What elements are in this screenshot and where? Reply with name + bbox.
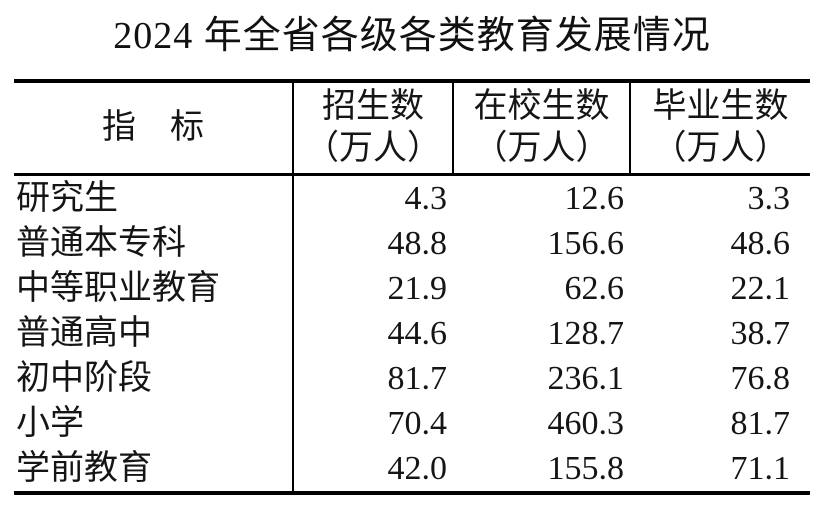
table-row: 研究生 4.3 12.6 3.3 [14, 174, 810, 221]
indicator-cell: 普通高中 [14, 311, 294, 356]
current-students-cell: 62.6 [564, 270, 625, 307]
table-header-row: 指 标 招生数 （万人） 在校生数 （万人） 毕业生数 （万人） [14, 81, 810, 176]
enrollment-cell: 42.0 [387, 450, 448, 487]
col-header-graduates: 毕业生数 （万人） [629, 81, 810, 176]
current-students-cell: 12.6 [564, 180, 625, 217]
current-students-cell: 128.7 [547, 315, 625, 352]
indicator-cell: 中等职业教育 [14, 266, 294, 311]
enrollment-cell: 48.8 [387, 225, 448, 262]
table-row: 中等职业教育 21.9 62.6 22.1 [14, 266, 810, 311]
current-students-cell: 460.3 [547, 405, 625, 442]
graduates-cell: 3.3 [747, 180, 791, 217]
col-header-enrollment-unit: （万人） [305, 130, 441, 167]
table-row: 普通高中 44.6 128.7 38.7 [14, 311, 810, 356]
education-stats-table: 指 标 招生数 （万人） 在校生数 （万人） 毕业生数 （万人） 研究生 4.3 [14, 79, 810, 495]
indicator-cell: 初中阶段 [14, 356, 294, 401]
enrollment-cell: 21.9 [387, 270, 448, 307]
col-header-enrollment-label: 招生数 [322, 88, 424, 125]
table-row: 小学 70.4 460.3 81.7 [14, 401, 810, 446]
current-students-cell: 236.1 [547, 360, 625, 397]
indicator-cell: 小学 [14, 401, 294, 446]
table-row: 初中阶段 81.7 236.1 76.8 [14, 356, 810, 401]
col-header-indicator: 指 标 [14, 81, 293, 176]
col-header-graduates-label: 毕业生数 [652, 88, 789, 125]
col-header-current-students: 在校生数 （万人） [452, 81, 630, 176]
indicator-cell: 学前教育 [14, 446, 294, 493]
table-row: 学前教育 42.0 155.8 71.1 [14, 446, 810, 493]
graduates-cell: 48.6 [730, 225, 791, 262]
col-header-current-students-unit: （万人） [473, 130, 610, 167]
graduates-cell: 22.1 [730, 270, 791, 307]
enrollment-cell: 44.6 [387, 315, 448, 352]
current-students-cell: 156.6 [547, 225, 625, 262]
graduates-cell: 71.1 [730, 450, 791, 487]
table-row: 普通本专科 48.8 156.6 48.6 [14, 221, 810, 266]
col-header-current-students-label: 在校生数 [473, 88, 610, 125]
indicator-cell: 研究生 [14, 174, 294, 221]
page-title: 2024 年全省各级各类教育发展情况 [113, 15, 711, 57]
enrollment-cell: 4.3 [404, 180, 448, 217]
indicator-cell: 普通本专科 [14, 221, 294, 266]
col-header-graduates-unit: （万人） [652, 130, 789, 167]
enrollment-cell: 70.4 [387, 405, 448, 442]
enrollment-cell: 81.7 [387, 360, 448, 397]
col-header-enrollment: 招生数 （万人） [292, 81, 453, 176]
graduates-cell: 81.7 [730, 405, 791, 442]
graduates-cell: 38.7 [730, 315, 791, 352]
current-students-cell: 155.8 [547, 450, 625, 487]
graduates-cell: 76.8 [730, 360, 791, 397]
